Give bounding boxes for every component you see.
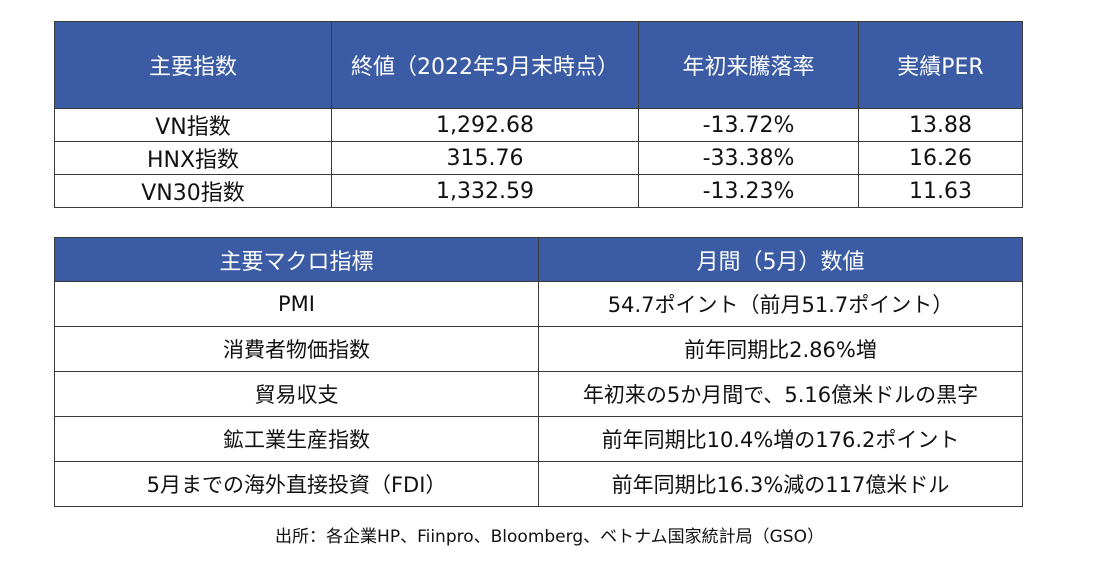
per-value-cell: 11.63 — [858, 174, 1023, 208]
macro-indicator-table: 主要マクロ指標 月間（5月）数値 PMI 54.7ポイント（前月51.7ポイント… — [54, 237, 1023, 507]
table-row: 消費者物価指数 前年同期比2.86%増 — [54, 326, 1023, 372]
index-name-cell: VN指数 — [54, 108, 332, 142]
per-value-cell: 13.88 — [858, 108, 1023, 142]
ytd-change-cell: -33.38% — [638, 141, 859, 175]
column-header-close: 終値（2022年5月末時点） — [331, 21, 639, 109]
indicator-name-cell: PMI — [54, 281, 539, 327]
per-value-cell: 16.26 — [858, 141, 1023, 175]
table-header-row: 主要マクロ指標 月間（5月）数値 — [54, 237, 1023, 282]
close-value-cell: 1,332.59 — [331, 174, 639, 208]
indicator-value-cell: 前年同期比16.3%減の117億米ドル — [538, 461, 1023, 507]
table-row: 貿易収支 年初来の5か月間で、5.16億米ドルの黒字 — [54, 371, 1023, 417]
stock-index-table: 主要指数 終値（2022年5月末時点） 年初来騰落率 実績PER VN指数 1,… — [54, 21, 1023, 208]
indicator-name-cell: 鉱工業生産指数 — [54, 416, 539, 462]
indicator-name-cell: 5月までの海外直接投資（FDI） — [54, 461, 539, 507]
index-name-cell: HNX指数 — [54, 141, 332, 175]
table-header-row: 主要指数 終値（2022年5月末時点） 年初来騰落率 実績PER — [54, 21, 1023, 109]
ytd-change-cell: -13.23% — [638, 174, 859, 208]
ytd-change-cell: -13.72% — [638, 108, 859, 142]
column-header-monthly-value: 月間（5月）数値 — [538, 237, 1023, 282]
close-value-cell: 1,292.68 — [331, 108, 639, 142]
indicator-name-cell: 貿易収支 — [54, 371, 539, 417]
table-row: VN指数 1,292.68 -13.72% 13.88 — [54, 108, 1023, 142]
indicator-value-cell: 年初来の5か月間で、5.16億米ドルの黒字 — [538, 371, 1023, 417]
index-name-cell: VN30指数 — [54, 174, 332, 208]
table-row: 5月までの海外直接投資（FDI） 前年同期比16.3%減の117億米ドル — [54, 461, 1023, 507]
indicator-value-cell: 前年同期比10.4%増の176.2ポイント — [538, 416, 1023, 462]
column-header-per: 実績PER — [858, 21, 1023, 109]
table-row: 鉱工業生産指数 前年同期比10.4%増の176.2ポイント — [54, 416, 1023, 462]
column-header-indicator: 主要マクロ指標 — [54, 237, 539, 282]
source-note: 出所：各企業HP、Fiinpro、Bloomberg、ベトナム国家統計局（GSO… — [275, 527, 824, 547]
indicator-value-cell: 54.7ポイント（前月51.7ポイント） — [538, 281, 1023, 327]
column-header-ytd: 年初来騰落率 — [638, 21, 859, 109]
indicator-value-cell: 前年同期比2.86%増 — [538, 326, 1023, 372]
column-header-index: 主要指数 — [54, 21, 332, 109]
close-value-cell: 315.76 — [331, 141, 639, 175]
table-row: VN30指数 1,332.59 -13.23% 11.63 — [54, 174, 1023, 208]
table-row: HNX指数 315.76 -33.38% 16.26 — [54, 141, 1023, 175]
indicator-name-cell: 消費者物価指数 — [54, 326, 539, 372]
table-row: PMI 54.7ポイント（前月51.7ポイント） — [54, 281, 1023, 327]
